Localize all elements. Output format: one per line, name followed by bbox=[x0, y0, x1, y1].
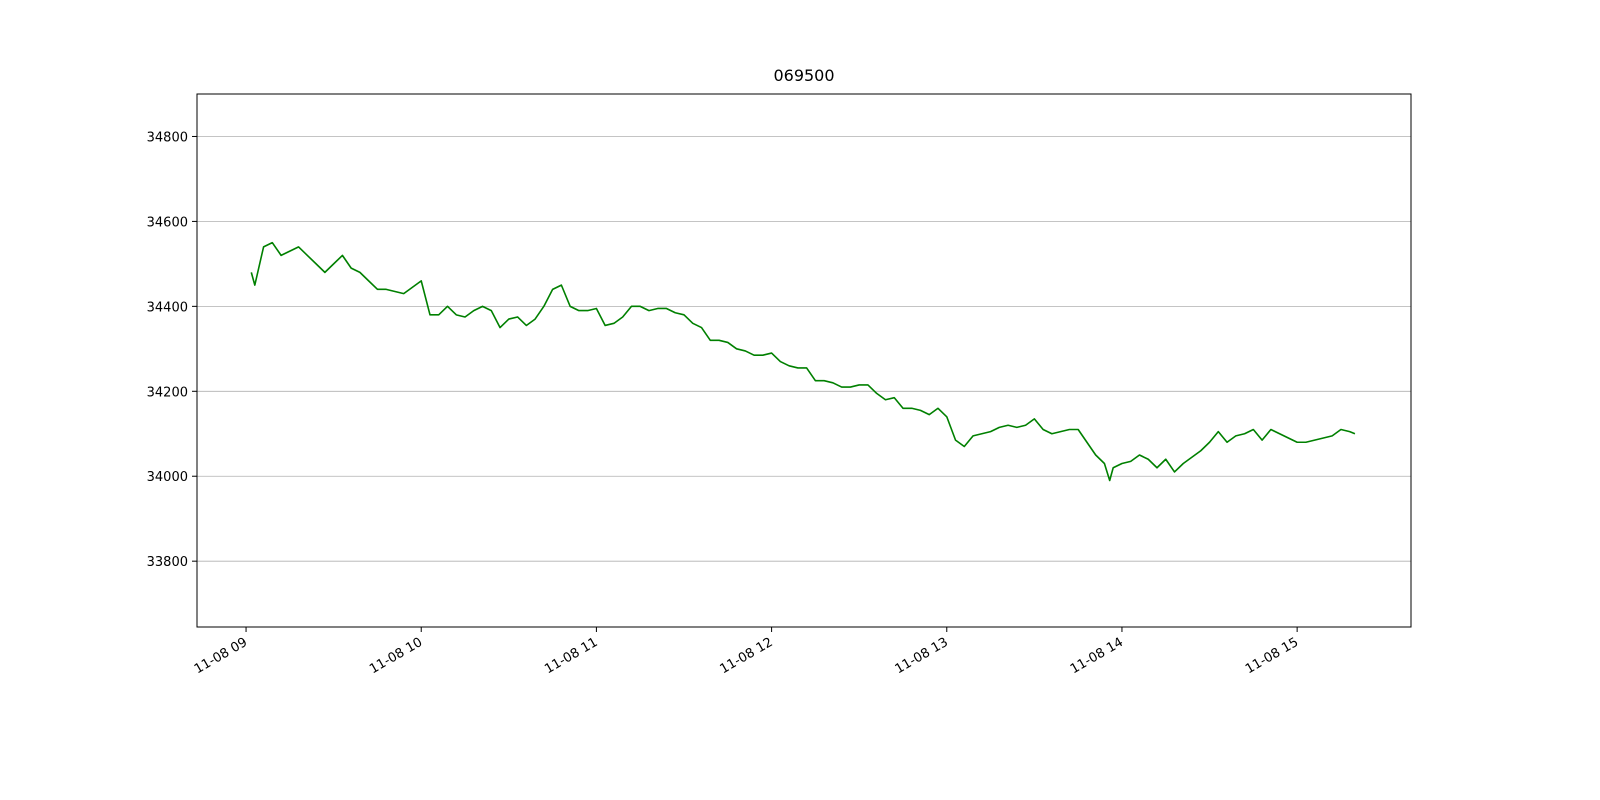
plot-frame bbox=[196, 93, 1412, 628]
x-tick-label: 11-08 13 bbox=[893, 635, 951, 677]
y-tick-label: 34600 bbox=[147, 215, 188, 230]
y-tick-label: 34200 bbox=[147, 385, 188, 400]
y-tick-label: 34400 bbox=[147, 300, 188, 315]
price-line bbox=[250, 241, 1356, 482]
x-tick-label: 11-08 12 bbox=[717, 635, 775, 677]
y-tick-label: 34000 bbox=[147, 470, 188, 485]
x-tick-label: 11-08 15 bbox=[1243, 635, 1301, 677]
x-tick-label: 11-08 10 bbox=[367, 635, 425, 677]
y-tick-label: 34800 bbox=[147, 130, 188, 145]
y-tick-label: 33800 bbox=[147, 555, 188, 570]
chart-title: 069500 bbox=[773, 66, 834, 85]
x-tick-label: 11-08 14 bbox=[1068, 635, 1126, 677]
x-tick-label: 11-08 11 bbox=[542, 635, 600, 677]
x-tick-label: 11-08 09 bbox=[192, 635, 250, 677]
